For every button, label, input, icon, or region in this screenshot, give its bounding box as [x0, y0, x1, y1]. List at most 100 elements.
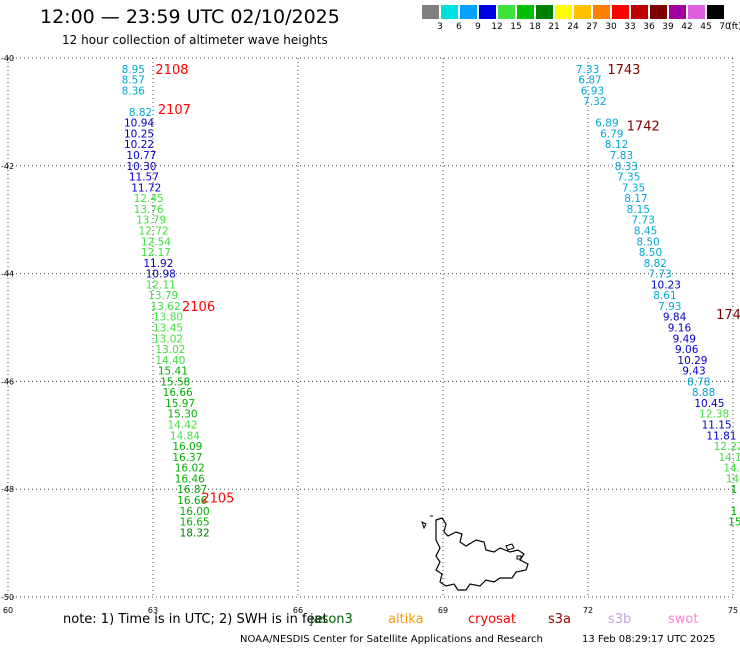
wave-height-label: 12.11 — [146, 279, 176, 291]
legend-label: 36 — [643, 22, 655, 32]
wave-height-label: 1 — [731, 484, 738, 496]
wave-height-label: 13.02 — [155, 344, 185, 356]
wave-height-label: 15.41 — [158, 366, 188, 378]
legend-label: 33 — [624, 22, 636, 32]
lon-tick-label: 75 — [728, 606, 738, 615]
legend-label: 21 — [548, 22, 560, 32]
pass-number-label: 1742 — [627, 119, 660, 134]
wave-height-label: 12.22 — [714, 441, 740, 453]
wave-height-label: 10.77 — [126, 150, 156, 162]
wave-height-label: 8.88 — [692, 387, 715, 399]
wave-height-label: 16.87 — [177, 484, 207, 496]
legend-label: 3 — [437, 22, 443, 32]
wave-height-label: 14.84 — [170, 430, 200, 442]
wave-height-label: 12.54 — [141, 236, 171, 248]
wave-height-label: 13.79 — [148, 290, 178, 302]
legend-swatch — [555, 5, 572, 19]
pass-number-label: 2107 — [158, 103, 191, 118]
wave-height-label: 7.73 — [632, 215, 655, 227]
legend-label: 18 — [529, 22, 541, 32]
wave-height-label: 7.93 — [658, 301, 681, 313]
wave-height-label: 14.42 — [168, 420, 198, 432]
wave-height-label: 9.49 — [673, 333, 696, 345]
wave-height-label: 11.72 — [131, 182, 161, 194]
wave-height-label: 8.50 — [636, 236, 659, 248]
pass-number-label: 2108 — [155, 63, 188, 78]
wave-height-label: 14 — [726, 473, 740, 485]
wave-height-label: 6.93 — [581, 85, 604, 97]
page-subtitle: 12 hour collection of altimeter wave hei… — [62, 33, 328, 47]
wave-height-label: 14. — [723, 463, 740, 475]
wave-height-label: 13.45 — [153, 323, 183, 335]
legend-unit: (ft) — [728, 22, 740, 32]
wave-height-label: 8.12 — [605, 139, 628, 151]
wave-height-label: 14.1 — [719, 452, 740, 464]
legend-swatch — [593, 5, 610, 19]
wave-height-label: 8.36 — [122, 85, 146, 97]
legend-label: 27 — [586, 22, 598, 32]
satellite-cryosat: cryosat — [468, 612, 516, 627]
pass-number-label: 1741 — [716, 308, 740, 323]
satellite-swot: swot — [668, 612, 699, 627]
wave-height-label: 16.46 — [175, 473, 205, 485]
island-outline — [435, 517, 529, 591]
legend-swatch — [460, 5, 477, 19]
wave-height-label: 6.87 — [578, 75, 601, 87]
wave-height-label: 10.23 — [651, 279, 681, 291]
legend-swatch — [669, 5, 686, 19]
lon-tick-label: 66 — [293, 606, 303, 615]
wave-height-label: 13.76 — [134, 204, 164, 216]
wave-height-label: 9.84 — [663, 312, 687, 324]
lat-tick-label: -40 — [1, 54, 14, 63]
wave-height-label: 8.45 — [634, 225, 657, 237]
wave-height-label: 10.94 — [124, 118, 154, 130]
legend-swatch — [688, 5, 705, 19]
wave-height-label: 7.33 — [576, 64, 599, 76]
wave-height-label: 12.38 — [699, 409, 729, 421]
lat-tick-label: -46 — [1, 377, 14, 386]
wave-height-label: 10.29 — [677, 355, 707, 367]
legend-label: 15 — [510, 22, 522, 32]
satellite-jason3: jason3 — [310, 612, 353, 627]
generated-timestamp: 13 Feb 08:29:17 UTC 2025 — [582, 634, 716, 645]
wave-height-label: 8.61 — [653, 290, 676, 302]
kerguelen-island — [421, 515, 529, 591]
wave-height-label: 7.83 — [610, 150, 633, 162]
wave-height-label: 9.16 — [668, 323, 692, 335]
lon-tick-label: 60 — [3, 606, 13, 615]
lon-tick-label: 63 — [148, 606, 158, 615]
wave-height-label: 8.82 — [129, 107, 152, 119]
pass-number-label: 1743 — [607, 63, 640, 78]
page-title: 12:00 — 23:59 UTC 02/10/2025 — [40, 6, 340, 28]
legend-swatch — [517, 5, 534, 19]
lon-tick-label: 69 — [438, 606, 448, 615]
legend-swatch — [574, 5, 591, 19]
legend-label: 30 — [605, 22, 617, 32]
wave-height-label: 6.79 — [600, 128, 623, 140]
lat-tick-label: -42 — [1, 162, 14, 171]
legend-label: 39 — [662, 22, 674, 32]
wave-height-label: 8.78 — [687, 376, 710, 388]
legend-swatch — [479, 5, 496, 19]
satellite-s3a: s3a — [548, 612, 572, 627]
wave-height-label: 10.45 — [694, 398, 724, 410]
satellite-altika: altika — [388, 612, 424, 627]
wave-height-label: 1 — [731, 506, 738, 518]
legend-label: 6 — [456, 22, 462, 32]
wave-height-label: 12.72 — [139, 225, 169, 237]
legend-label: 12 — [491, 22, 503, 32]
wave-height-label: 13.62 — [151, 301, 181, 313]
legend-swatch — [707, 5, 724, 19]
wave-height-label: 16.65 — [180, 517, 210, 529]
wave-height-label: 11.92 — [143, 258, 173, 270]
wave-height-label: 10.22 — [124, 139, 154, 151]
wave-height-label: 9.06 — [675, 344, 699, 356]
wave-height-label: 14.40 — [155, 355, 185, 367]
legend-swatch — [441, 5, 458, 19]
wave-height-marks: 8.958.578.368.8210.9410.2510.2210.7710.3… — [122, 63, 740, 540]
wave-height-label: 16.00 — [180, 506, 210, 518]
footer-note: note: 1) Time is in UTC; 2) SWH is in fe… — [63, 612, 328, 627]
lat-tick-label: -44 — [1, 270, 14, 279]
wave-height-label: 13.80 — [153, 312, 183, 324]
